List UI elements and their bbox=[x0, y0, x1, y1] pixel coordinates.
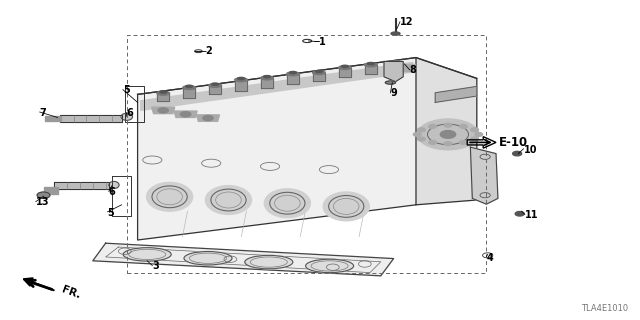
Polygon shape bbox=[384, 61, 403, 82]
Text: 5: 5 bbox=[108, 208, 115, 218]
Ellipse shape bbox=[260, 76, 273, 80]
Text: E-10: E-10 bbox=[499, 136, 529, 149]
Circle shape bbox=[429, 140, 436, 144]
Text: 3: 3 bbox=[152, 261, 159, 271]
Text: 10: 10 bbox=[524, 145, 537, 155]
Polygon shape bbox=[209, 85, 221, 94]
Text: FR.: FR. bbox=[61, 284, 83, 300]
Circle shape bbox=[440, 131, 456, 138]
Text: 12: 12 bbox=[400, 17, 413, 27]
Polygon shape bbox=[152, 107, 175, 114]
Polygon shape bbox=[339, 68, 351, 77]
Ellipse shape bbox=[264, 189, 310, 218]
Circle shape bbox=[475, 132, 483, 136]
Ellipse shape bbox=[160, 91, 166, 93]
Polygon shape bbox=[44, 187, 58, 194]
Polygon shape bbox=[141, 62, 413, 110]
Ellipse shape bbox=[264, 76, 271, 78]
Circle shape bbox=[460, 140, 467, 144]
Ellipse shape bbox=[390, 61, 403, 65]
Polygon shape bbox=[196, 115, 220, 121]
Ellipse shape bbox=[289, 71, 296, 74]
Ellipse shape bbox=[312, 71, 325, 75]
Ellipse shape bbox=[235, 78, 248, 82]
Circle shape bbox=[444, 123, 452, 127]
Polygon shape bbox=[60, 115, 122, 122]
Ellipse shape bbox=[109, 181, 119, 188]
Polygon shape bbox=[287, 74, 299, 84]
Polygon shape bbox=[184, 88, 195, 98]
Ellipse shape bbox=[237, 77, 244, 80]
Ellipse shape bbox=[212, 83, 219, 85]
Circle shape bbox=[37, 192, 50, 198]
Polygon shape bbox=[435, 86, 477, 102]
Text: 8: 8 bbox=[410, 65, 417, 76]
Ellipse shape bbox=[147, 182, 193, 211]
Circle shape bbox=[515, 212, 524, 216]
Circle shape bbox=[471, 137, 479, 141]
Circle shape bbox=[460, 124, 467, 128]
Ellipse shape bbox=[157, 91, 170, 95]
Polygon shape bbox=[236, 80, 247, 91]
Ellipse shape bbox=[183, 86, 195, 90]
Polygon shape bbox=[174, 111, 197, 117]
Ellipse shape bbox=[365, 63, 377, 67]
Ellipse shape bbox=[287, 72, 300, 76]
Text: TLA4E1010: TLA4E1010 bbox=[581, 304, 628, 313]
Ellipse shape bbox=[186, 85, 193, 87]
Circle shape bbox=[471, 128, 479, 132]
Polygon shape bbox=[470, 147, 498, 204]
Ellipse shape bbox=[205, 186, 252, 214]
Polygon shape bbox=[416, 58, 477, 205]
Text: 13: 13 bbox=[36, 197, 49, 207]
Text: 5: 5 bbox=[123, 84, 130, 95]
Ellipse shape bbox=[385, 81, 396, 84]
Text: 2: 2 bbox=[205, 46, 212, 56]
Ellipse shape bbox=[244, 255, 293, 269]
Text: 9: 9 bbox=[390, 88, 397, 99]
Circle shape bbox=[203, 116, 213, 121]
Polygon shape bbox=[138, 58, 416, 240]
Ellipse shape bbox=[306, 259, 354, 273]
Ellipse shape bbox=[367, 62, 374, 65]
Polygon shape bbox=[313, 73, 324, 81]
Ellipse shape bbox=[391, 32, 400, 35]
Polygon shape bbox=[391, 63, 403, 70]
Circle shape bbox=[158, 108, 168, 113]
Text: 6: 6 bbox=[127, 108, 134, 118]
Circle shape bbox=[429, 124, 436, 128]
Text: 4: 4 bbox=[486, 252, 493, 263]
Circle shape bbox=[513, 151, 522, 156]
Text: 6: 6 bbox=[109, 187, 116, 197]
Polygon shape bbox=[93, 243, 394, 276]
Text: 1: 1 bbox=[319, 36, 326, 47]
Polygon shape bbox=[45, 116, 61, 121]
Text: 11: 11 bbox=[525, 210, 538, 220]
Polygon shape bbox=[157, 93, 169, 101]
Ellipse shape bbox=[209, 84, 221, 87]
Polygon shape bbox=[403, 64, 415, 71]
Circle shape bbox=[180, 112, 191, 117]
Polygon shape bbox=[261, 78, 273, 88]
Circle shape bbox=[444, 142, 452, 146]
Ellipse shape bbox=[316, 70, 323, 73]
Ellipse shape bbox=[184, 252, 232, 265]
Text: 7: 7 bbox=[40, 108, 47, 118]
Ellipse shape bbox=[121, 113, 132, 120]
Polygon shape bbox=[365, 65, 376, 74]
Ellipse shape bbox=[394, 61, 400, 63]
Polygon shape bbox=[54, 182, 109, 189]
Bar bbox=[127, 35, 486, 273]
Polygon shape bbox=[138, 58, 477, 106]
Ellipse shape bbox=[339, 66, 351, 69]
Circle shape bbox=[413, 132, 421, 136]
Circle shape bbox=[417, 137, 425, 141]
Circle shape bbox=[417, 128, 425, 132]
Circle shape bbox=[417, 119, 479, 150]
Ellipse shape bbox=[124, 248, 172, 261]
Ellipse shape bbox=[323, 192, 369, 221]
Ellipse shape bbox=[341, 65, 348, 68]
